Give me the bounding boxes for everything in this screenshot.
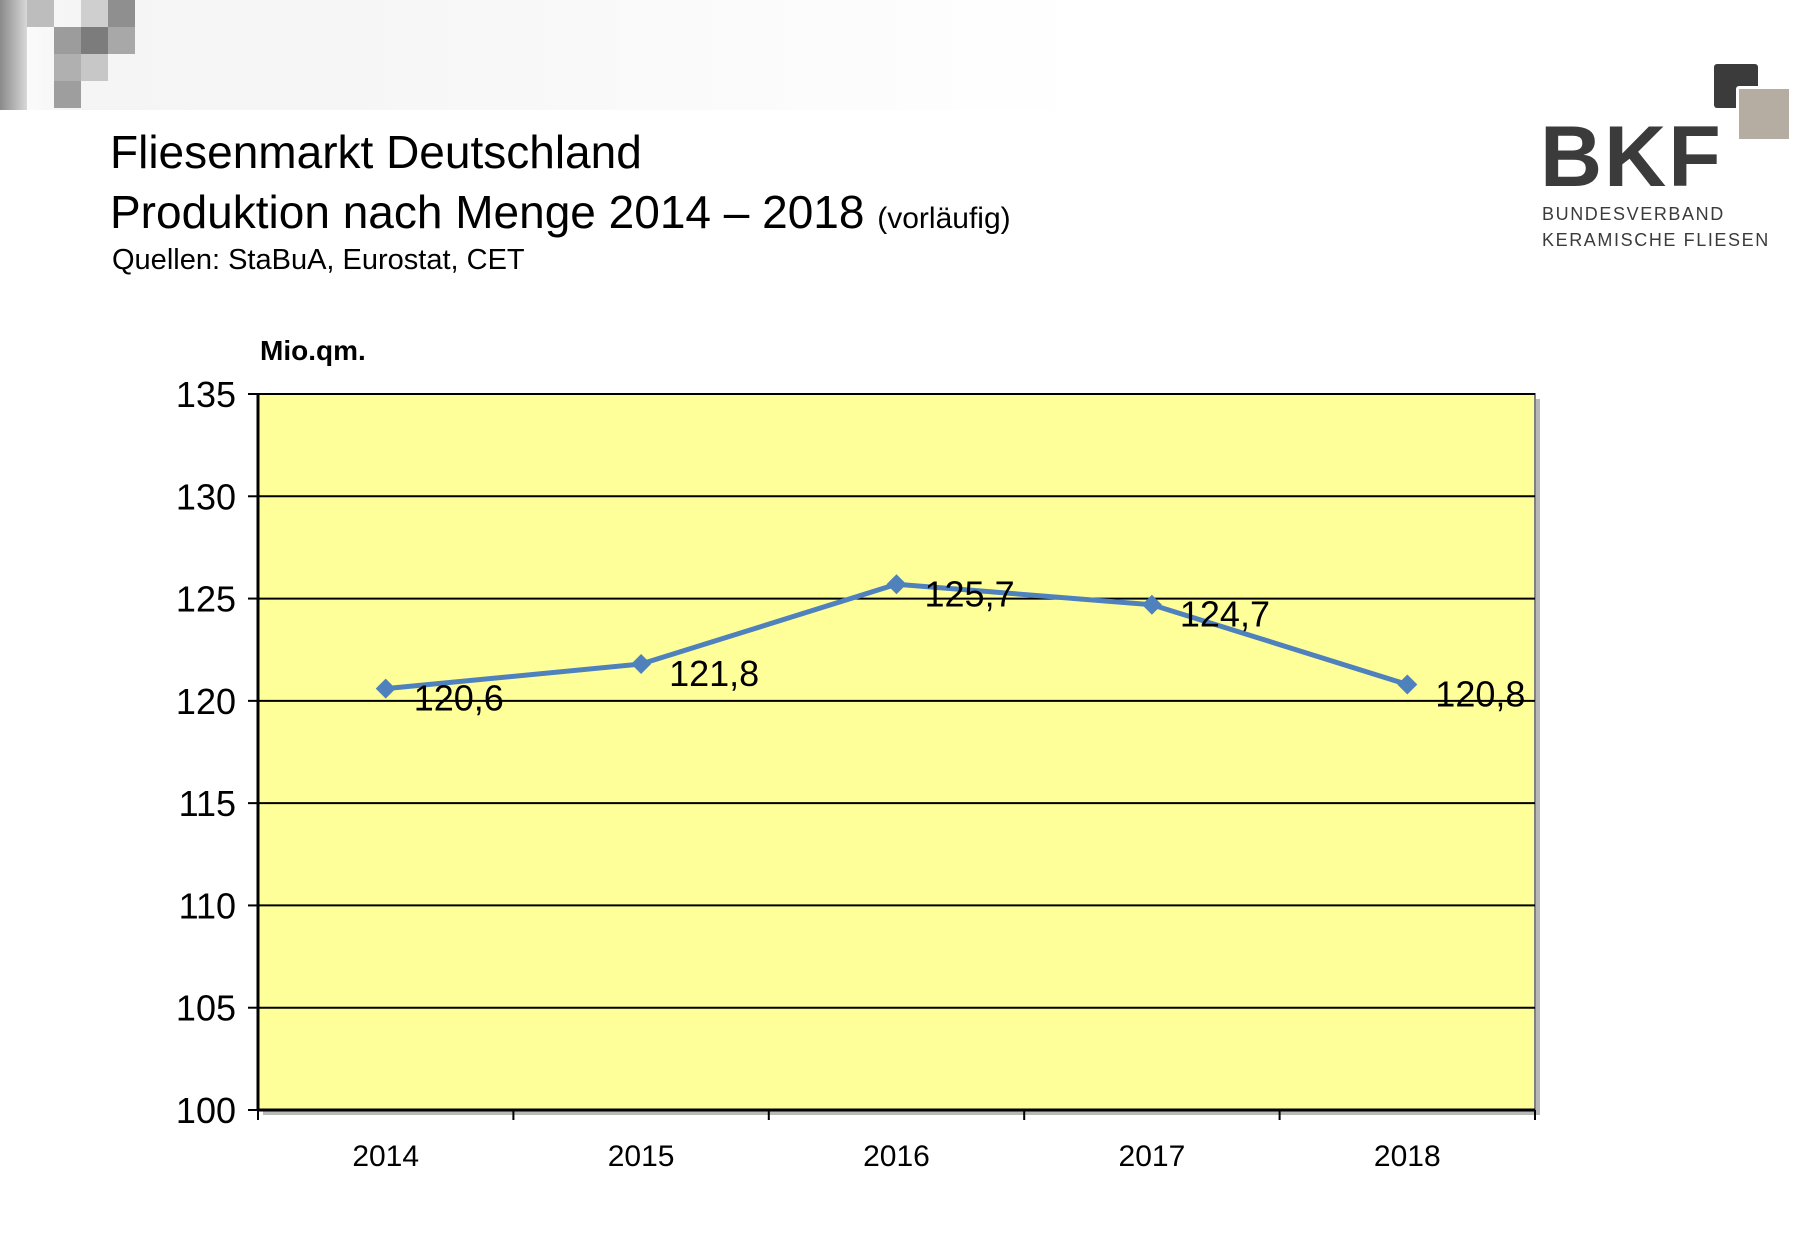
- page-title: Fliesenmarkt Deutschland: [110, 126, 642, 178]
- deco-square: [81, 0, 108, 27]
- source-note: Quellen: StaBuA, Eurostat, CET: [112, 244, 525, 276]
- y-tick-label: 125: [176, 579, 236, 620]
- deco-square: [54, 27, 81, 54]
- deco-square: [81, 27, 108, 54]
- data-label: 121,8: [669, 653, 759, 694]
- data-point: [375, 678, 396, 699]
- y-tick-label: 120: [176, 681, 236, 722]
- x-tick-label: 2018: [1374, 1140, 1441, 1173]
- deco-square: [0, 0, 27, 110]
- data-label: 120,6: [414, 678, 504, 719]
- y-tick-label: 130: [176, 476, 236, 517]
- bkf-logo: BKF BUNDESVERBAND KERAMISCHE FLIESEN: [1540, 62, 1792, 262]
- subtitle-note: (vorläufig): [877, 202, 1011, 235]
- header-fade-bar: [0, 0, 1090, 110]
- logo-word: BKF: [1540, 109, 1723, 205]
- deco-square: [54, 81, 81, 108]
- logo-line2: KERAMISCHE FLIESEN: [1542, 230, 1770, 250]
- x-tick-label: 2014: [352, 1140, 419, 1173]
- data-point: [1397, 674, 1418, 695]
- title-block: Fliesenmarkt Deutschland Produktion nach…: [110, 122, 1011, 249]
- deco-square: [108, 27, 135, 54]
- x-tick-label: 2017: [1119, 1140, 1186, 1173]
- x-tick-label: 2016: [863, 1140, 930, 1173]
- deco-square: [27, 0, 54, 27]
- data-label: 125,7: [925, 573, 1015, 614]
- y-tick-label: 100: [176, 1090, 236, 1131]
- y-tick-label: 110: [179, 885, 236, 926]
- data-label: 124,7: [1180, 594, 1270, 635]
- data-point: [631, 654, 652, 675]
- deco-square: [54, 54, 81, 81]
- x-tick-label: 2015: [608, 1140, 675, 1173]
- subtitle-main: Produktion nach Menge 2014 – 2018: [110, 186, 865, 238]
- y-unit-label: Mio.qm.: [260, 335, 366, 366]
- logo-line1: BUNDESVERBAND: [1542, 204, 1725, 224]
- page-subtitle: Produktion nach Menge 2014 – 2018 (vorlä…: [110, 182, 1011, 249]
- y-tick-label: 135: [176, 374, 236, 415]
- y-tick-label: 115: [179, 783, 236, 824]
- data-point: [886, 574, 907, 595]
- deco-square: [81, 54, 108, 81]
- data-point: [1141, 594, 1162, 615]
- logo-square-light: [1736, 86, 1792, 142]
- y-tick-label: 105: [176, 988, 236, 1029]
- plot-area: [257, 393, 1536, 1111]
- deco-square: [108, 0, 135, 27]
- data-label: 120,8: [1435, 673, 1525, 714]
